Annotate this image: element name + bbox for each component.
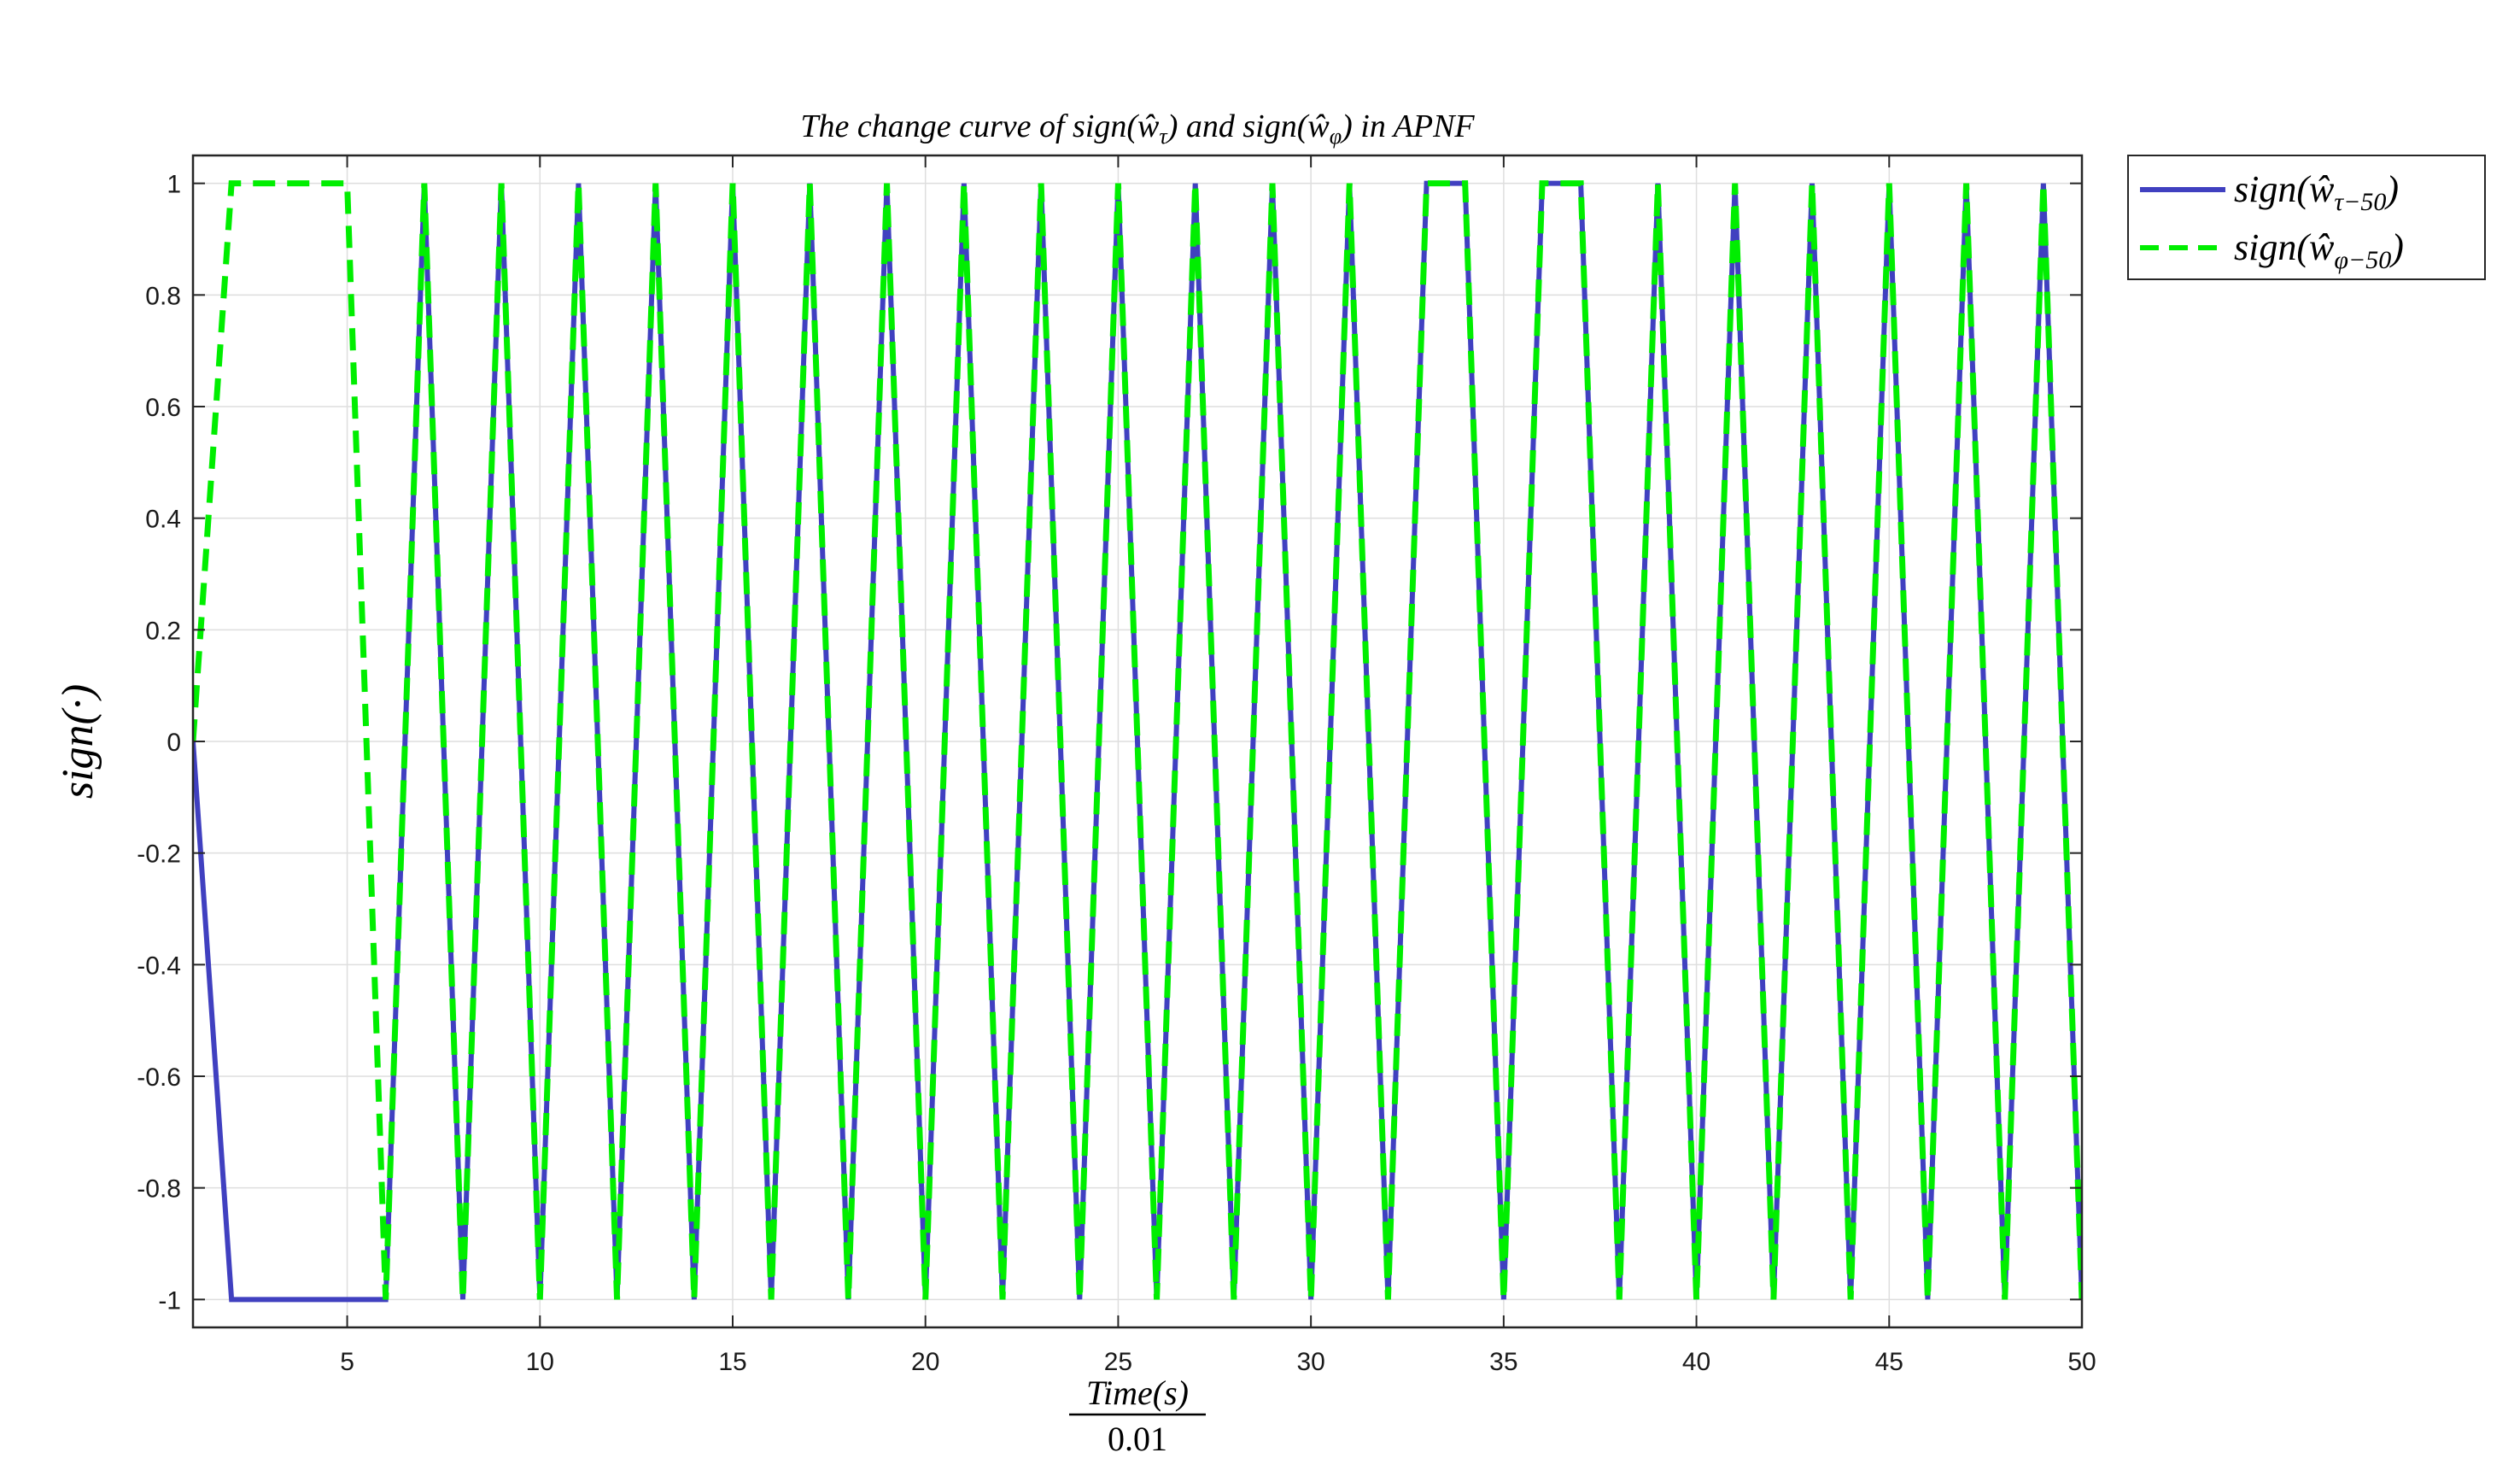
legend-tau-sign: sign( (2234, 168, 2311, 210)
y-axis-label: sign(·) (54, 684, 102, 799)
x-axis-label: Time(s) 0.01 (1069, 1374, 1206, 1458)
x-tick-label: 5 (340, 1348, 354, 1376)
y-tick-labels: -1 -0.8 -0.6 -0.4 -0.2 0 0.2 0.4 0.6 0.8 1 (137, 171, 181, 1315)
x-tick-label: 30 (1296, 1348, 1324, 1376)
chart-title: The change curve of sign(ŵτ) and sign(ŵφ… (800, 108, 1475, 149)
legend-phi-sign: sign( (2234, 226, 2311, 268)
x-tick-label: 15 (718, 1348, 746, 1376)
legend-phi-close: ) (2388, 226, 2404, 268)
title-part-2: ) and sign( (1166, 108, 1310, 144)
x-tick-label: 20 (911, 1348, 939, 1376)
legend-box (2127, 155, 2486, 280)
y-tick-label: -1 (158, 1286, 181, 1315)
legend-tau-close: ) (2383, 168, 2399, 210)
y-tick-label: -0.8 (137, 1175, 181, 1204)
legend-phi-sub: φ−50 (2334, 246, 2391, 274)
y-tick-label: 0.6 (145, 394, 181, 422)
legend-tau-w: ŵ (2309, 168, 2335, 210)
series-layer (193, 180, 2082, 1303)
series-line-phi (193, 180, 2082, 1300)
y-axis-label-text: sign(·) (54, 684, 102, 799)
legend-label-phi: sign(ŵφ−50) (2234, 226, 2404, 274)
title-part-3: ) in APNF (1340, 108, 1475, 144)
y-tick-label: -0.2 (137, 841, 181, 869)
x-tick-label: 25 (1104, 1348, 1132, 1376)
title-part-1: The change curve of sign( (800, 108, 1139, 144)
legend: sign(ŵτ−50) sign(ŵφ−50) (2127, 155, 2486, 280)
y-tick-label: -0.6 (137, 1063, 181, 1092)
x-tick-label: 10 (526, 1348, 554, 1376)
legend-label-tau: sign(ŵτ−50) (2234, 168, 2399, 216)
y-tick-label: 0.4 (145, 506, 181, 534)
x-tick-label: 35 (1489, 1348, 1517, 1376)
title-tau-sub: τ (1159, 124, 1168, 149)
x-tick-label: 40 (1682, 1348, 1710, 1376)
legend-tau-sub: τ−50 (2334, 188, 2386, 216)
title-phi-sub: φ (1330, 124, 1342, 149)
y-tick-label: 0.2 (145, 617, 181, 645)
ticks (193, 155, 2083, 1327)
y-tick-label: 0 (167, 729, 181, 757)
y-tick-label: 1 (167, 171, 181, 199)
title-w-tau: ŵ (1137, 108, 1160, 144)
legend-phi-w: ŵ (2309, 226, 2335, 268)
x-axis-label-numerator: Time(s) (1086, 1374, 1189, 1412)
y-tick-label: -0.4 (137, 952, 181, 980)
title-w-phi: ŵ (1307, 108, 1330, 144)
x-tick-label: 45 (1875, 1348, 1903, 1376)
x-axis-label-denominator: 0.01 (1108, 1420, 1167, 1458)
x-tick-labels: 5 10 15 20 25 30 35 40 45 50 (340, 1348, 2096, 1376)
x-tick-label: 50 (2067, 1348, 2096, 1376)
y-tick-label: 0.8 (145, 282, 181, 310)
